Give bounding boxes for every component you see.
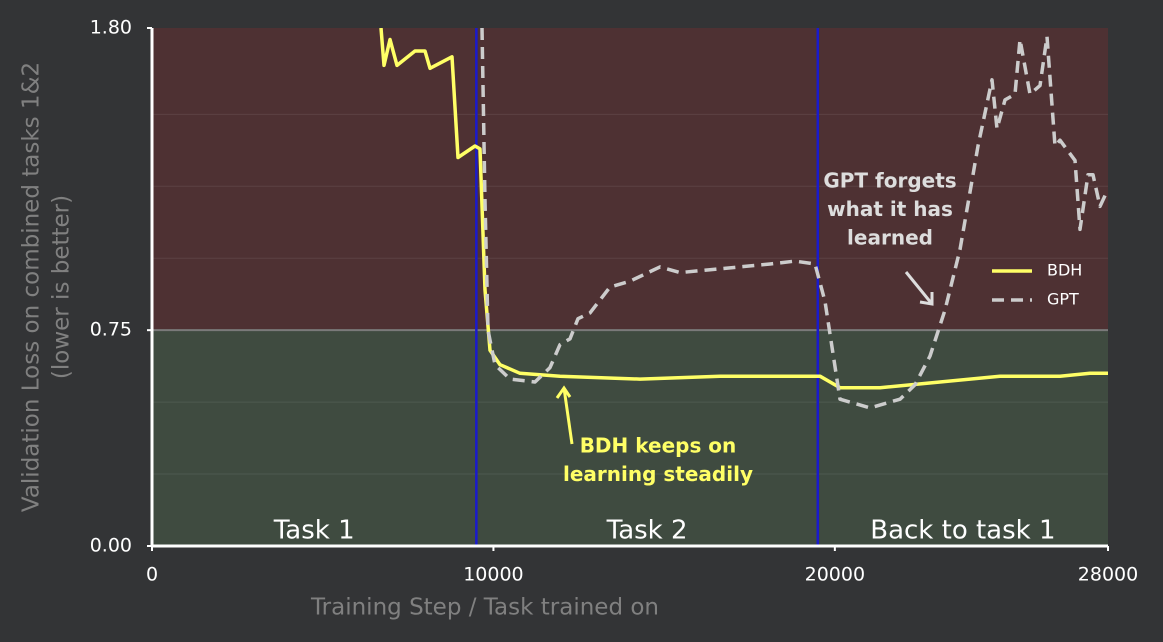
annotation: GPT forgets <box>823 169 956 193</box>
annotation-arrow-head <box>919 292 934 306</box>
y-axis-label: Validation Loss on combined tasks 1&2 <box>19 62 45 512</box>
legend-label: BDH <box>1047 261 1082 280</box>
task-label: Back to task 1 <box>870 516 1055 546</box>
annotation-arrow <box>904 271 934 305</box>
y-tick-label: 0.75 <box>90 319 132 341</box>
legend-label: GPT <box>1047 290 1079 309</box>
region-bad <box>152 28 1108 331</box>
task-label: Task 1 <box>273 516 355 546</box>
annotation: BDH keeps on <box>580 434 737 458</box>
x-tick-label: 0 <box>146 564 158 586</box>
task-label: Task 2 <box>606 516 688 546</box>
annotation: what it has <box>827 197 953 221</box>
x-tick-label: 28000 <box>1078 564 1138 586</box>
annotation: learned <box>847 226 933 250</box>
y-tick-label: 0.00 <box>90 535 132 557</box>
x-tick-label: 10000 <box>463 564 523 586</box>
y-axis-label: (lower is better) <box>49 195 75 379</box>
region-good <box>152 330 1108 546</box>
y-tick-label: 1.80 <box>90 17 132 39</box>
x-axis-label: Training Step / Task trained on <box>310 595 659 621</box>
x-tick-label: 20000 <box>805 564 865 586</box>
annotation-arrow <box>562 387 574 445</box>
annotation-arrow-head <box>555 385 572 399</box>
annotation: learning steadily <box>563 462 753 486</box>
